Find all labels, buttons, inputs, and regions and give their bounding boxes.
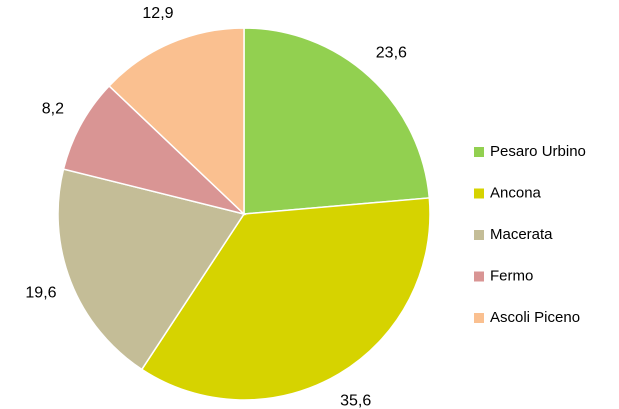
legend-label: Ancona xyxy=(490,184,542,201)
legend-label: Pesaro Urbino xyxy=(490,143,586,160)
legend-swatch xyxy=(474,313,484,323)
pie-slice xyxy=(108,27,245,216)
legend-label: Ascoli Piceno xyxy=(490,309,580,326)
legend-swatch xyxy=(474,230,484,240)
data-label: 8,2 xyxy=(42,100,64,117)
pie-slice xyxy=(140,197,431,401)
data-label: 19,6 xyxy=(25,285,56,302)
pie-slice xyxy=(243,27,431,215)
legend-label: Fermo xyxy=(490,267,533,284)
data-label: 35,6 xyxy=(340,392,371,409)
legend-swatch xyxy=(474,188,484,199)
pie-slice xyxy=(57,168,246,371)
legend-label: Macerata xyxy=(490,226,553,243)
data-label: 23,6 xyxy=(376,45,407,62)
legend-swatch xyxy=(474,147,484,157)
data-label: 12,9 xyxy=(142,5,173,22)
pie-slice xyxy=(62,84,247,216)
legend-swatch xyxy=(474,271,484,282)
